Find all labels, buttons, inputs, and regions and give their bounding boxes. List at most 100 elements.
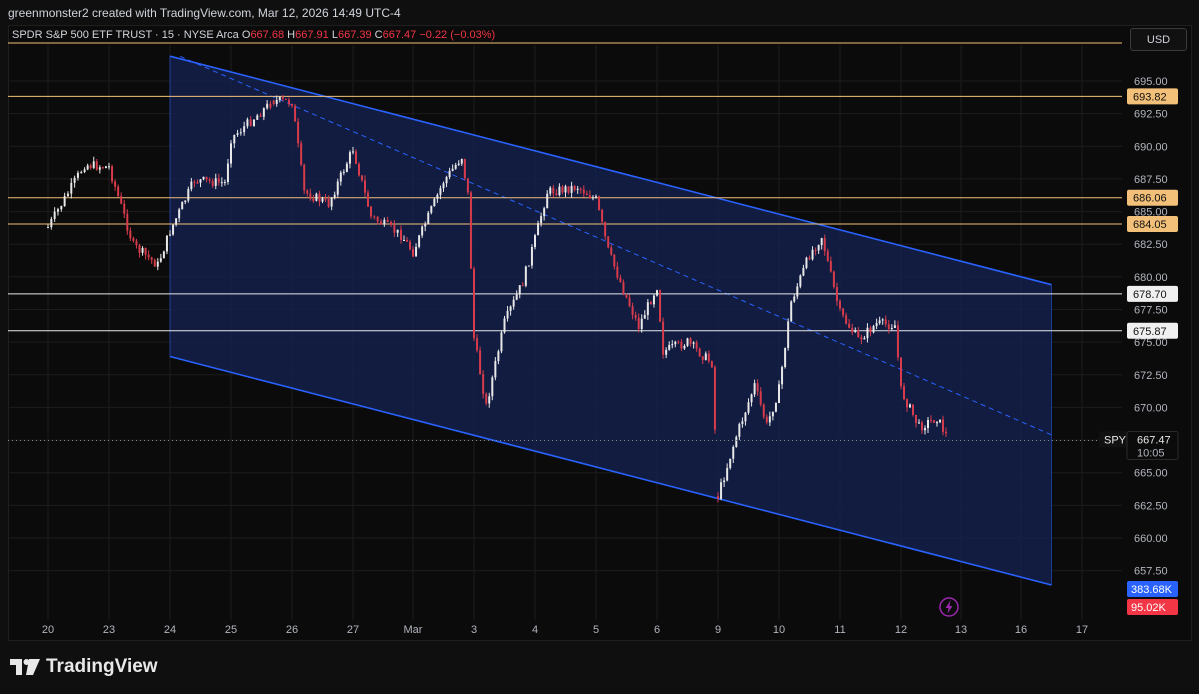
- y-tick-label: 680.00: [1134, 272, 1168, 284]
- candle-body: [469, 192, 472, 269]
- symbol-legend[interactable]: SPDR S&P 500 ETF TRUST · 15 · NYSE Arca …: [12, 29, 495, 41]
- y-tick-label: 682.50: [1134, 239, 1168, 251]
- legend-low-value: 667.39: [337, 29, 372, 41]
- candle-body: [521, 285, 524, 287]
- candle-body: [506, 310, 509, 319]
- candle-body: [252, 119, 255, 126]
- candle-body: [689, 338, 692, 344]
- candles: [47, 94, 947, 503]
- y-tick-label: 687.50: [1134, 174, 1168, 186]
- candle-body: [47, 227, 49, 229]
- candle-body: [457, 163, 460, 165]
- level-price-tag-text: 693.82: [1133, 91, 1167, 103]
- candle-body: [463, 159, 466, 179]
- level-price-tag: [1127, 189, 1178, 206]
- y-tick-label: 695.00: [1134, 76, 1168, 88]
- candle-body: [386, 219, 389, 222]
- candle-body: [668, 344, 671, 350]
- candle-body: [567, 186, 570, 193]
- candle-body: [735, 436, 738, 447]
- candle-body: [239, 132, 242, 134]
- candle-body: [896, 325, 899, 358]
- candle-body: [918, 422, 920, 424]
- candle-body: [294, 105, 297, 122]
- legend-symbol-title[interactable]: SPDR S&P 500 ETF TRUST · 15 · NYSE Arca: [12, 29, 239, 41]
- candle-body: [108, 166, 110, 168]
- candle-body: [132, 238, 135, 241]
- candle-body: [570, 185, 573, 193]
- candle-body: [199, 179, 202, 183]
- candle-body: [482, 374, 485, 394]
- candle-body: [808, 257, 811, 260]
- candle-body: [488, 396, 491, 404]
- candle-body: [80, 171, 83, 173]
- currency-selector[interactable]: USD: [1130, 28, 1187, 51]
- volume-tag: [1127, 581, 1178, 597]
- candle-body: [479, 350, 482, 375]
- candle-body: [249, 119, 252, 126]
- y-tick-label: 677.50: [1134, 305, 1168, 317]
- candle-body: [454, 164, 457, 169]
- candle-body: [515, 294, 518, 300]
- candle-body: [881, 319, 884, 321]
- candle-body: [695, 342, 698, 349]
- candle-body: [153, 259, 156, 267]
- candle-body: [823, 238, 826, 252]
- candle-body: [619, 277, 622, 283]
- y-tick-label: 685.00: [1134, 207, 1168, 219]
- candle-body: [211, 180, 214, 186]
- candle-body: [924, 428, 926, 431]
- candle-body: [383, 219, 386, 225]
- candle-body: [156, 261, 159, 267]
- candle-body: [906, 399, 908, 408]
- channel-upper-line: [169, 55, 1052, 286]
- candle-body: [123, 203, 126, 214]
- candle-body: [430, 206, 433, 213]
- candle-body: [509, 306, 512, 311]
- level-price-tag: [1127, 285, 1178, 302]
- candle-body: [546, 193, 549, 209]
- lightning-bolt-icon[interactable]: [938, 596, 960, 623]
- candle-body: [555, 193, 558, 196]
- level-price-tag-text: 675.87: [1133, 326, 1167, 338]
- candle-body: [598, 196, 601, 210]
- candle-body: [866, 327, 869, 339]
- candle-body: [564, 186, 567, 193]
- candle-body: [169, 234, 171, 236]
- candle-body: [330, 197, 333, 207]
- candle-body: [796, 286, 799, 297]
- candle-body: [104, 166, 107, 169]
- candle-body: [373, 216, 376, 218]
- candle-body: [674, 341, 677, 345]
- y-axis: 695.00 692.50 690.00 687.50 685.00 682.50 680.…: [1099, 76, 1179, 615]
- candle-body: [652, 295, 655, 305]
- candle-body: [875, 323, 878, 327]
- candle-body: [53, 211, 56, 219]
- legend-change: −0.22 (−0.03%): [419, 29, 496, 41]
- candle-body: [205, 176, 208, 180]
- y-tick-label: 692.50: [1134, 109, 1168, 121]
- candle-body: [900, 357, 902, 387]
- candle-body: [829, 260, 832, 272]
- brand-footer[interactable]: TradingView: [10, 655, 158, 679]
- candle-body: [936, 422, 938, 424]
- candle-body: [63, 196, 66, 207]
- candle-body: [768, 416, 771, 423]
- legend-close-value: 667.47: [382, 29, 417, 41]
- candle-body: [616, 266, 619, 278]
- candle-body: [607, 236, 610, 248]
- candle-body: [720, 482, 723, 499]
- x-axis: 20 23 24 25 26 27 Mar 3 4 5 6 9 10 11 12 13 16 17: [42, 624, 1088, 636]
- candle-body: [217, 178, 220, 183]
- candle-body: [851, 327, 854, 333]
- candle-body: [903, 386, 905, 400]
- candle-body: [415, 246, 418, 257]
- candle-body: [281, 96, 284, 99]
- candle-body: [159, 258, 162, 262]
- candle-body: [665, 349, 668, 355]
- candle-body: [129, 230, 132, 239]
- candle-body: [723, 480, 726, 483]
- candle-body: [284, 98, 287, 100]
- candle-body: [95, 161, 98, 170]
